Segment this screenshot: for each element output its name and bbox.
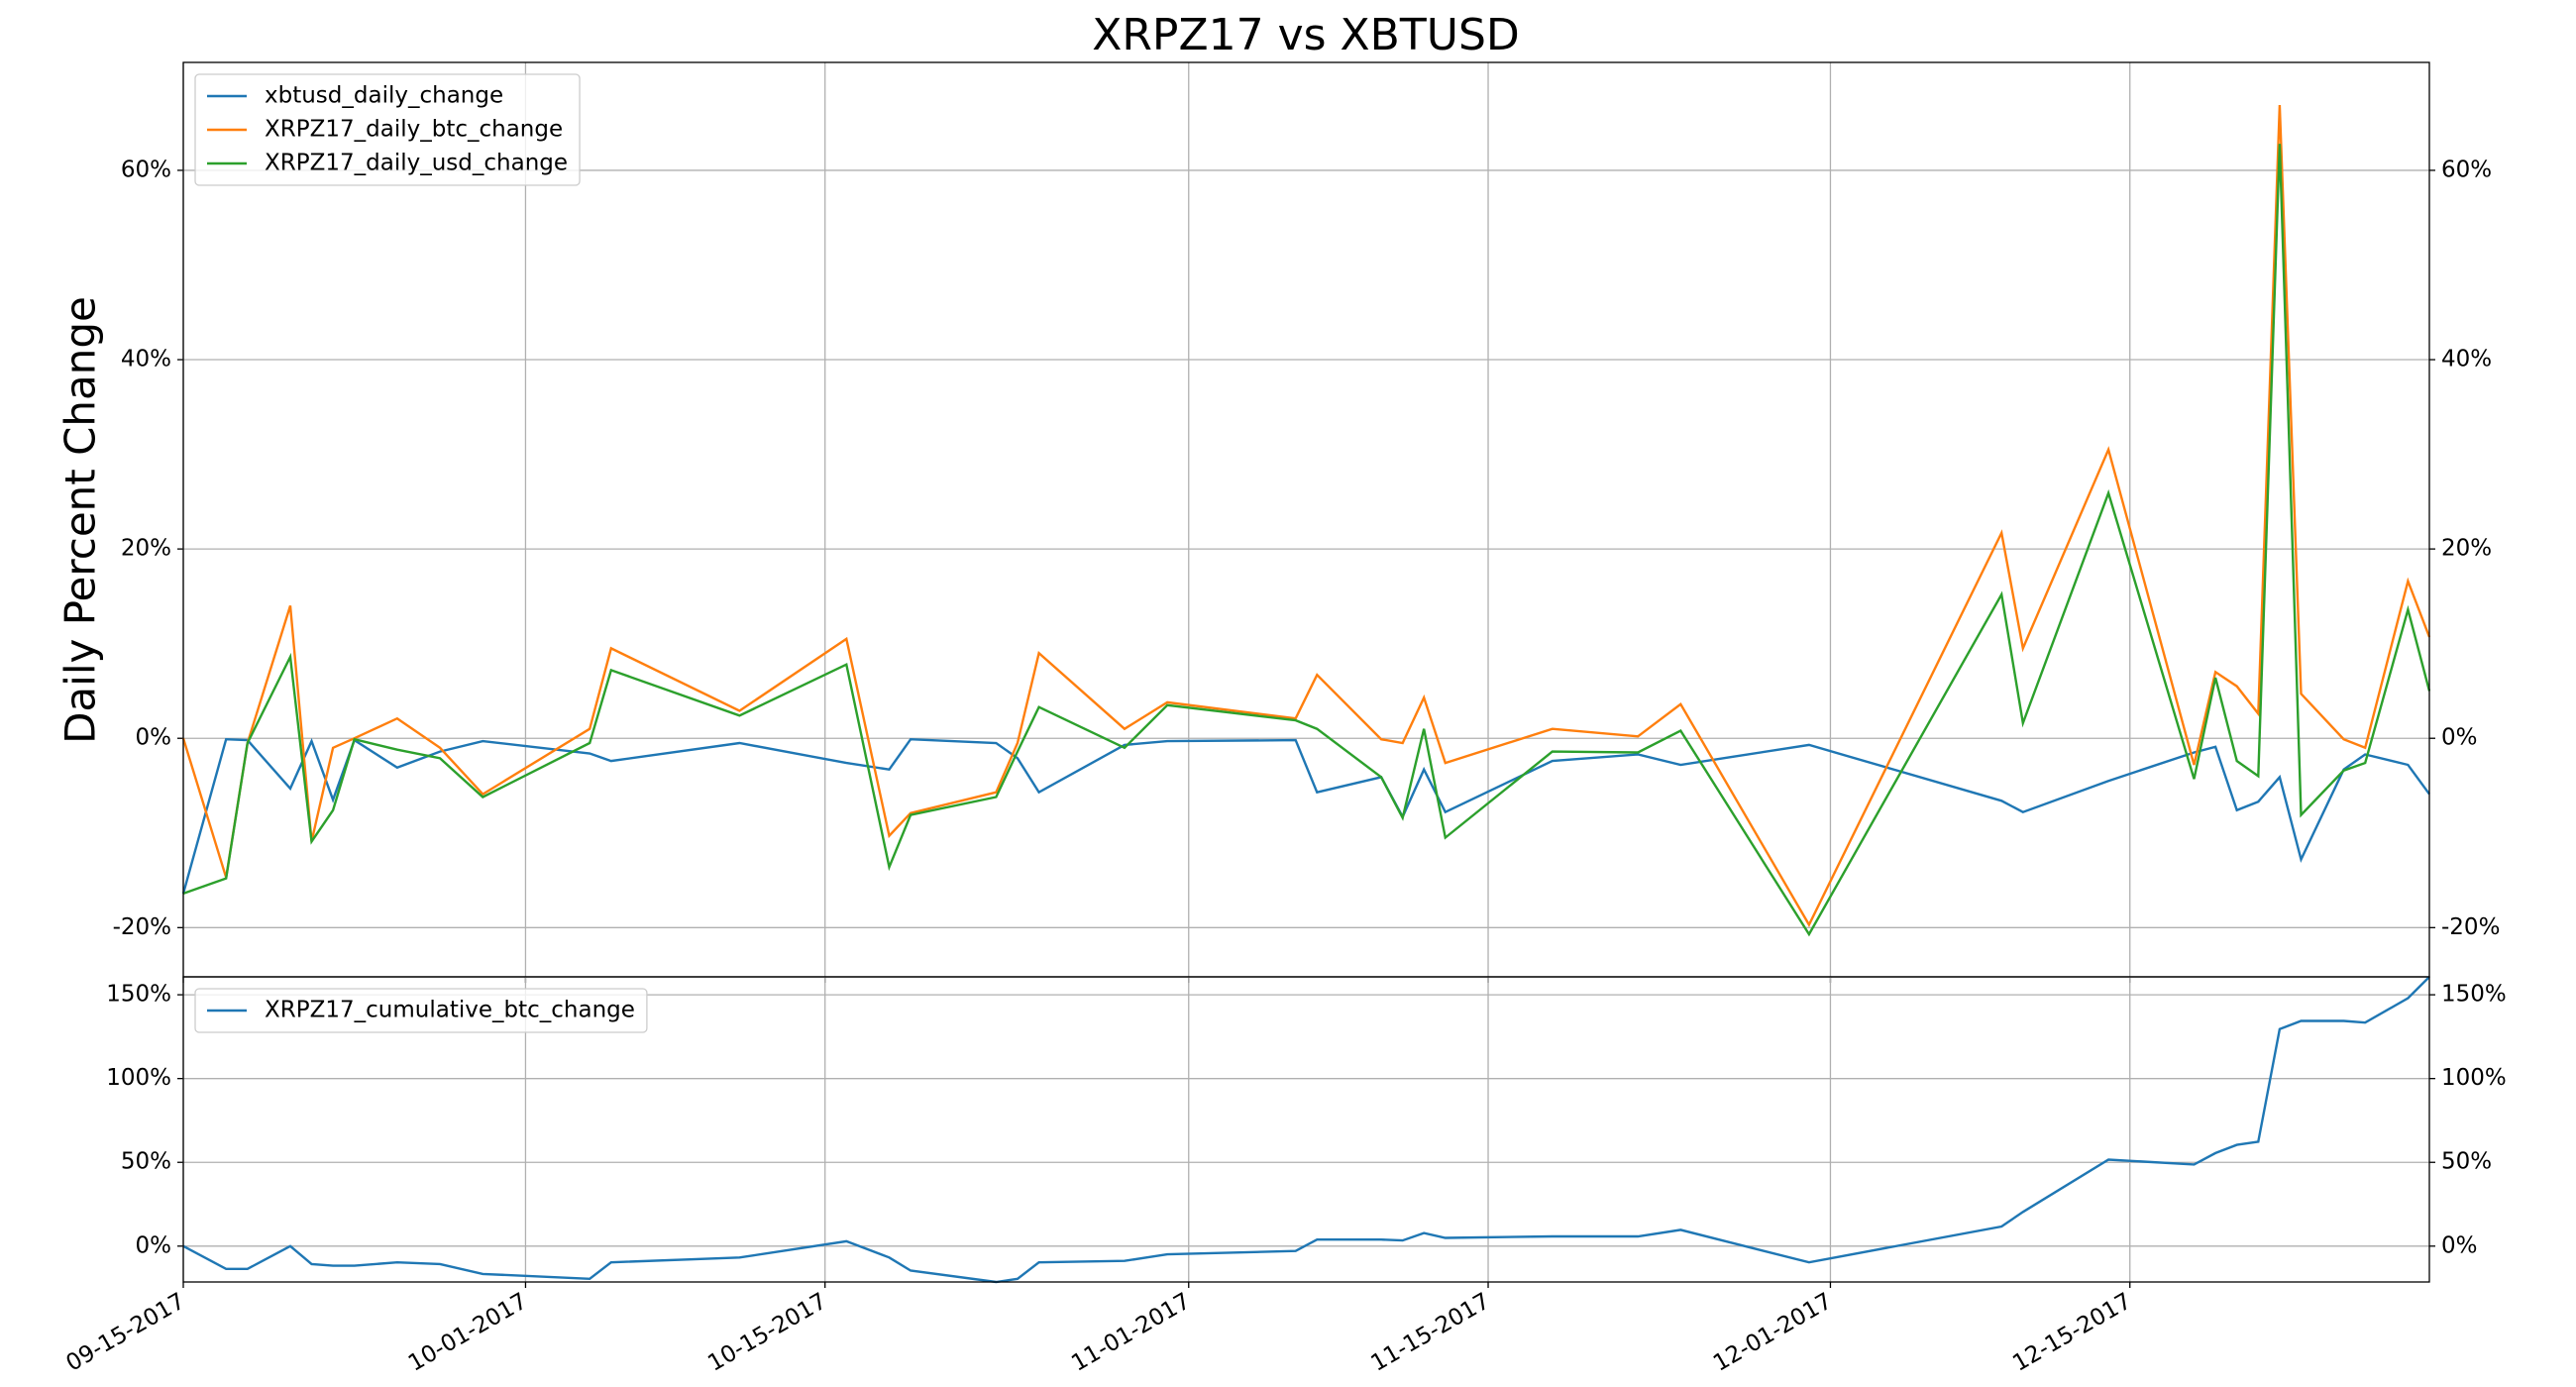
x-tick-label: 12-01-2017	[1709, 1288, 1837, 1376]
y2-tick-label: -20%	[2441, 914, 2500, 940]
y-axis-label: Daily Percent Change	[56, 296, 105, 744]
legend-box	[194, 988, 648, 1033]
y2-tick-label: 50%	[2441, 1149, 2492, 1175]
y2-tick-label: 100%	[2441, 1065, 2507, 1091]
legend-label: XRPZ17_daily_usd_change	[265, 151, 568, 176]
y2-tick-label: 60%	[2441, 157, 2492, 182]
y2-tick-label: 150%	[2441, 982, 2507, 1008]
x-tick-label: 10-01-2017	[404, 1288, 532, 1376]
data-line	[182, 144, 2431, 937]
y-tick-label: 100%	[106, 1065, 171, 1091]
y-tick-label: 60%	[121, 157, 171, 182]
y2-tick-label: 20%	[2441, 536, 2492, 562]
legend-label: XRPZ17_daily_btc_change	[265, 117, 563, 143]
y-tick-label: 150%	[106, 982, 171, 1008]
chart-title: XRPZ17 vs XBTUSD	[1092, 10, 1520, 60]
x-tick-label: 11-15-2017	[1367, 1288, 1495, 1376]
data-line	[181, 737, 2430, 895]
y-tick-label: -20%	[113, 914, 171, 940]
y-tick-label: 50%	[121, 1149, 171, 1175]
x-tick-label: 10-15-2017	[703, 1288, 831, 1376]
y-tick-label: 40%	[121, 347, 171, 373]
x-tick-label: 11-01-2017	[1067, 1288, 1195, 1376]
y2-tick-label: 40%	[2441, 347, 2492, 373]
legend-label: XRPZ17_cumulative_btc_change	[265, 998, 635, 1023]
data-line	[182, 976, 2430, 1284]
legend-label: xbtusd_daily_change	[265, 83, 503, 109]
x-tick-label: 09-15-2017	[61, 1288, 189, 1376]
y-tick-label: 20%	[121, 536, 171, 562]
axes-frame	[182, 61, 2430, 978]
legend-box	[194, 73, 581, 186]
x-tick-label: 12-15-2017	[2008, 1288, 2136, 1376]
data-line	[181, 104, 2431, 927]
y-tick-label: 0%	[136, 725, 172, 751]
y2-tick-label: 0%	[2441, 725, 2478, 751]
y2-tick-label: 0%	[2441, 1232, 2478, 1258]
axes-frame	[182, 976, 2430, 1283]
y-tick-label: 0%	[136, 1232, 172, 1258]
